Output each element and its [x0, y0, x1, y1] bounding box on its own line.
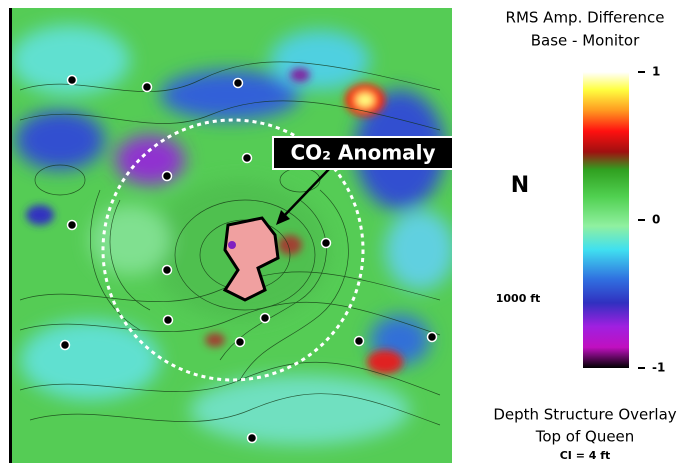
- seismic-map: [10, 8, 455, 463]
- colorbar-tick-label: -1: [652, 361, 665, 375]
- colorbar-title: Base - Monitor: [531, 32, 640, 50]
- colorbar-ticks: 1 0 -1: [638, 65, 665, 375]
- footer-line: Depth Structure Overlay: [493, 406, 676, 424]
- colorbar: [583, 72, 629, 368]
- annotation: CO₂ Anomaly: [290, 141, 435, 165]
- footer-line: Top of Queen: [535, 428, 635, 446]
- colorbar-tick-label: 1: [652, 65, 660, 79]
- footer-note: CI = 4 ft: [560, 449, 611, 462]
- colorbar-tick-label: 0: [652, 213, 660, 227]
- page: CO₂ Anomaly RMS Amp. Difference Base - M…: [0, 0, 692, 468]
- colorbar-title: RMS Amp. Difference: [506, 9, 665, 27]
- north-label: N: [511, 173, 529, 198]
- scale-label: 1000 ft: [496, 292, 541, 305]
